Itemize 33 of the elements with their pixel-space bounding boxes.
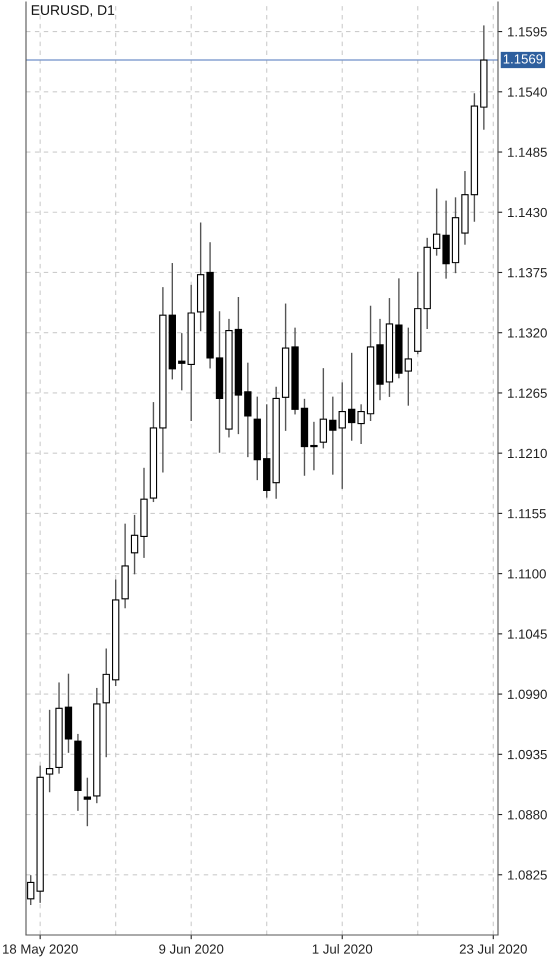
y-tick-label: 1.1485 <box>508 148 547 157</box>
y-tick-label: 1.1540 <box>508 87 547 97</box>
y-tick-label: 1.0990 <box>508 690 547 699</box>
candlestick <box>404 328 412 406</box>
x-tick-label: 23 Jul 2020 <box>460 944 527 954</box>
candlestick <box>178 333 186 390</box>
y-tick-label: 1.0825 <box>508 870 547 880</box>
y-tick-label: 1.1375 <box>508 268 547 278</box>
ref-line-label: 1.1569 <box>504 54 542 64</box>
y-tick-label: 1.1210 <box>508 448 547 458</box>
x-tick-label: 1 Jul 2020 <box>312 944 372 954</box>
y-tick-label: 1.1595 <box>508 27 547 36</box>
chart-title: EURUSD, D1 <box>32 5 114 17</box>
candlestick <box>432 188 440 256</box>
candlestick <box>338 382 346 489</box>
candlestick <box>84 778 92 826</box>
y-tick-label: 1.1045 <box>508 629 547 639</box>
candlestick <box>329 396 336 475</box>
x-tick-label: 18 May 2020 <box>3 944 78 956</box>
y-tick-label: 1.1320 <box>508 328 547 338</box>
y-tick-label: 1.1100 <box>508 569 546 579</box>
y-tick-label: 1.0880 <box>508 810 547 820</box>
candlestick <box>320 368 328 448</box>
y-tick-label: 1.0935 <box>508 750 547 760</box>
candlestick <box>46 710 54 792</box>
y-tick-label: 1.1155 <box>508 509 546 518</box>
y-tick-label: 1.1265 <box>508 388 547 398</box>
y-tick-label: 1.1430 <box>508 208 547 218</box>
candlestick <box>310 422 318 470</box>
candlestick <box>348 352 356 441</box>
x-tick-label: 9 Jun 2020 <box>159 944 224 954</box>
candlestick <box>357 404 365 444</box>
candlestick <box>130 514 138 574</box>
